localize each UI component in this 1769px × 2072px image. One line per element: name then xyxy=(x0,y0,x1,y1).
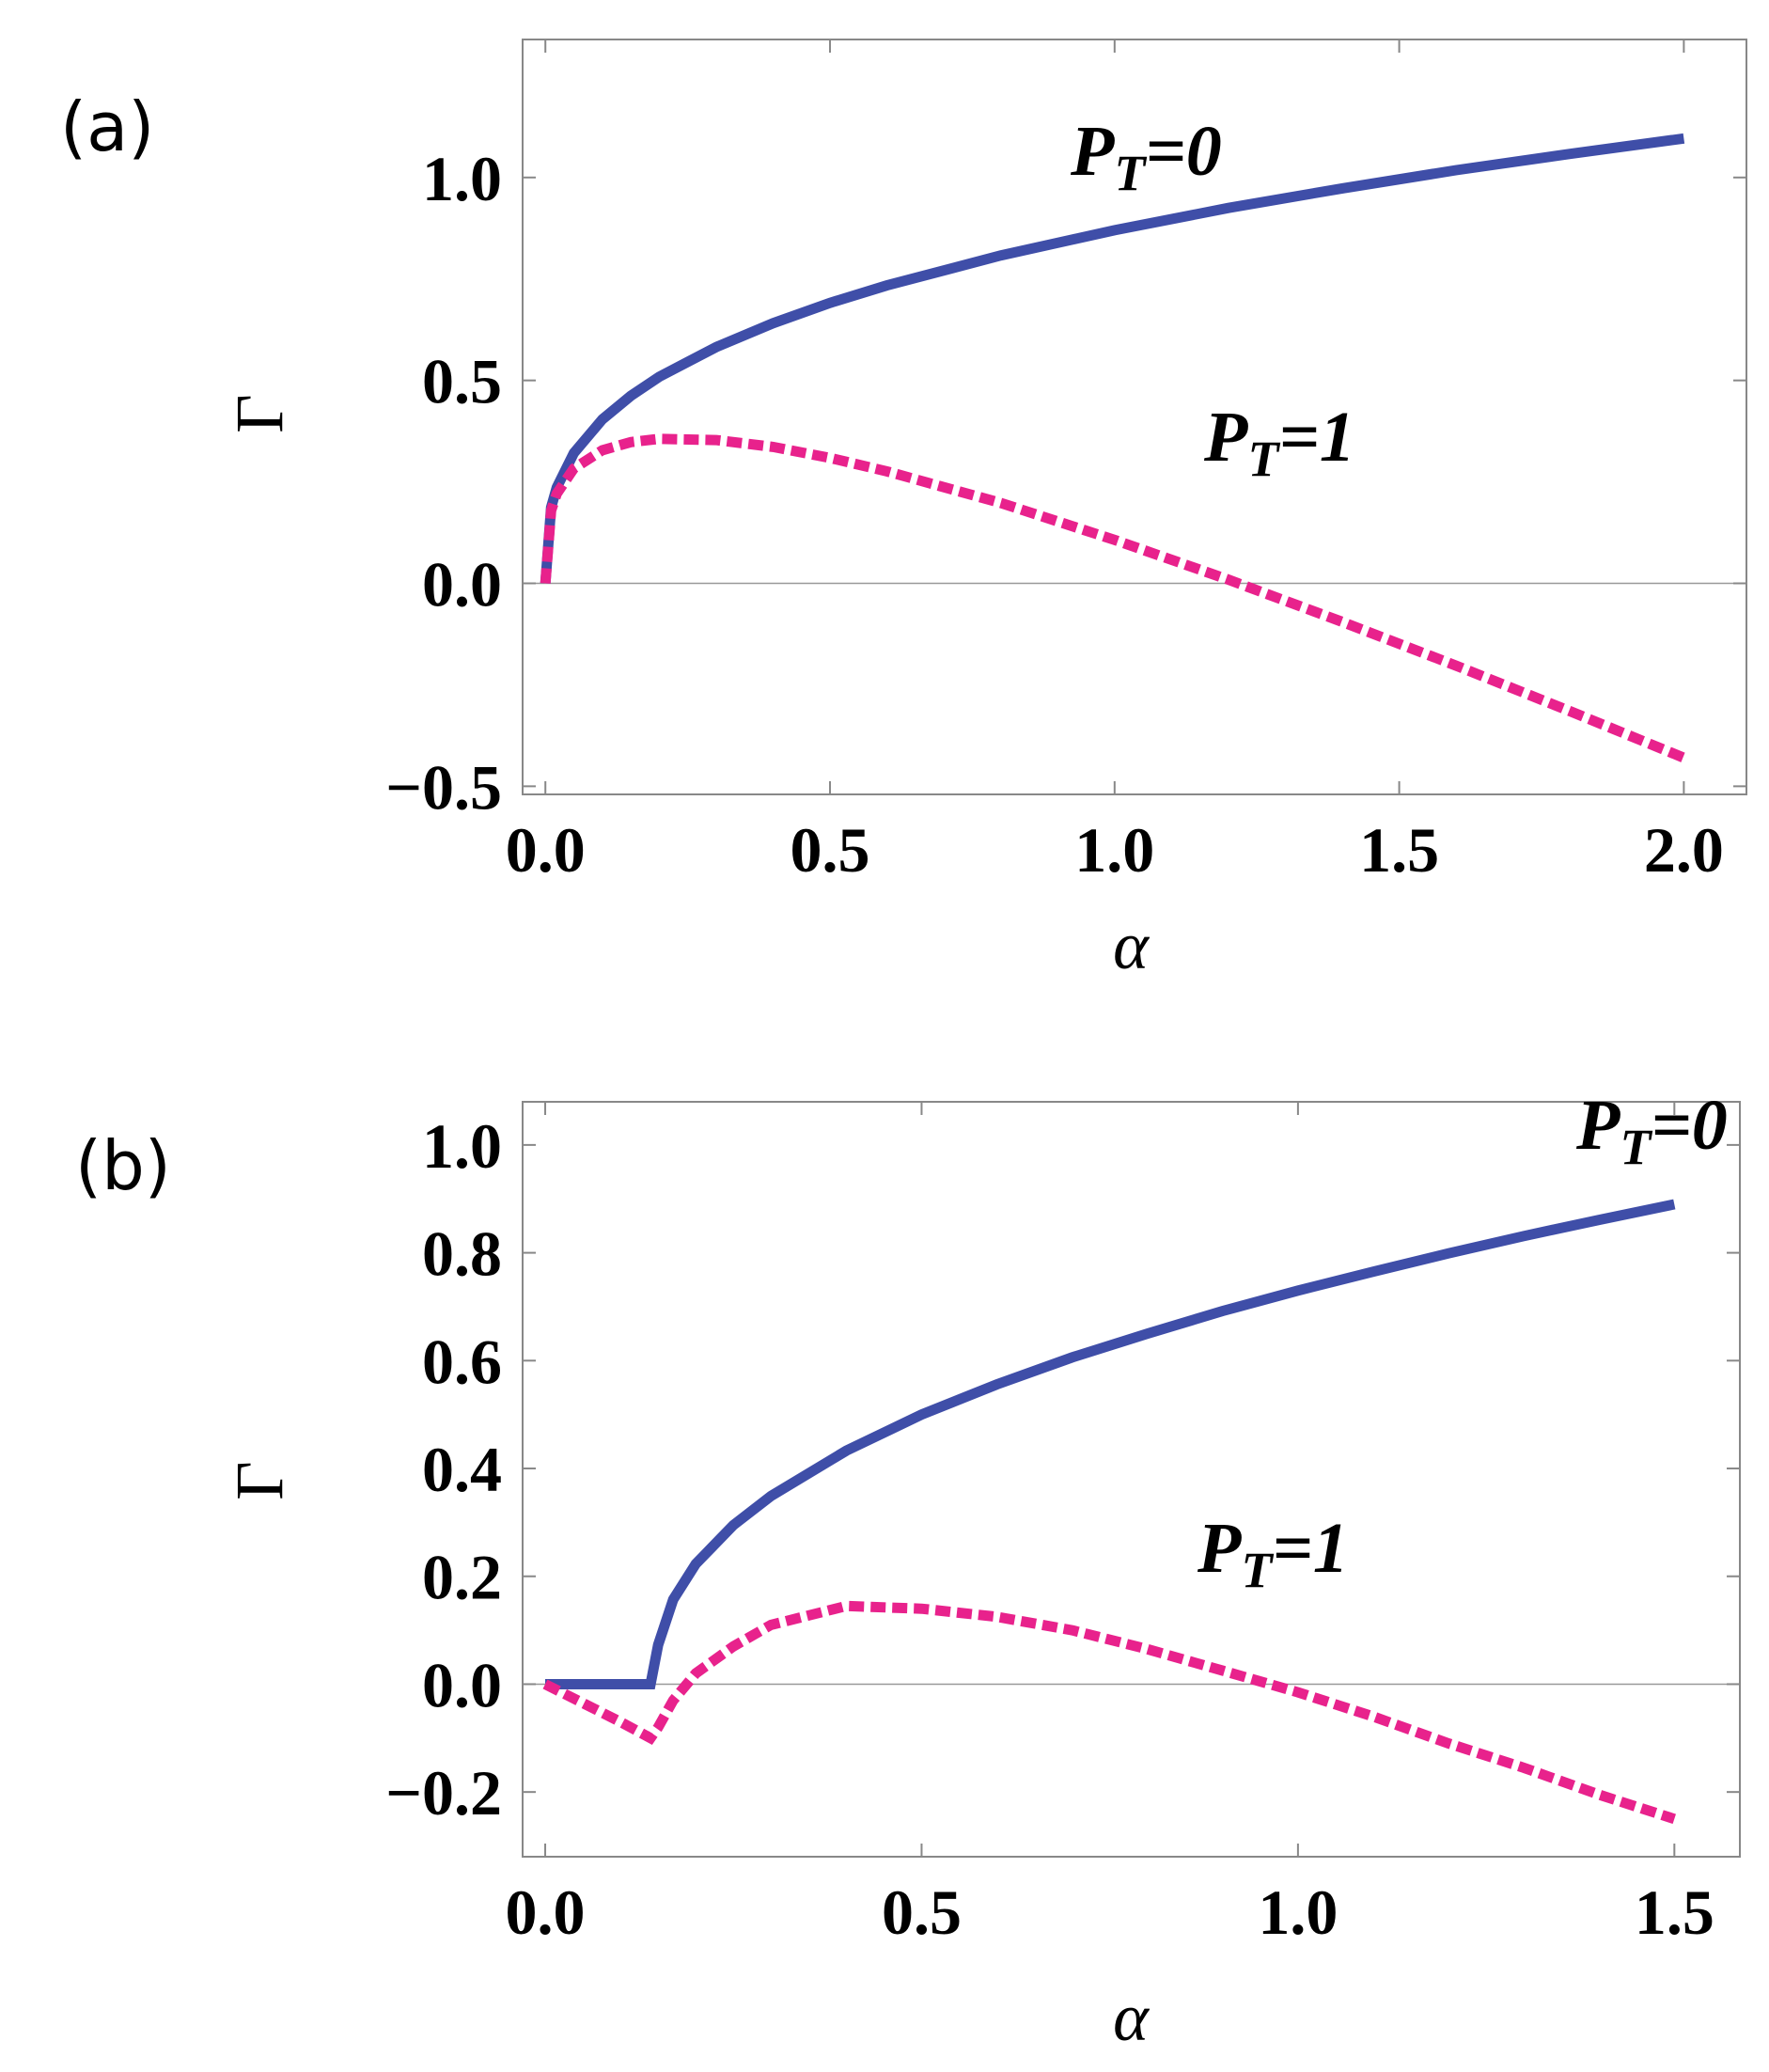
x-axis-label: α xyxy=(1113,1980,1150,2055)
x-axis-label: α xyxy=(1113,908,1150,983)
data-line xyxy=(540,133,1685,584)
annotation-part: P xyxy=(1203,398,1248,477)
series-annotation: PT=0 xyxy=(1070,112,1222,201)
annotation-part: P xyxy=(1575,1086,1620,1165)
x-tick-label: 0.5 xyxy=(791,814,870,886)
x-tick-label: 1.5 xyxy=(1359,814,1439,886)
x-tick-label: 1.0 xyxy=(1258,1876,1338,1948)
series-annotation: PT=1 xyxy=(1203,398,1355,487)
y-tick-label: 0.5 xyxy=(422,346,502,417)
panel-label: (a) xyxy=(60,87,154,166)
data-line xyxy=(542,1600,1676,1825)
series-annotation: PT=1 xyxy=(1197,1509,1349,1598)
annotation-part: P xyxy=(1197,1509,1242,1588)
annotation-subscript: T xyxy=(1241,1542,1274,1598)
annotation-subscript: T xyxy=(1114,145,1147,201)
annotation-part: =1 xyxy=(1272,1509,1348,1588)
x-tick-label: 0.0 xyxy=(506,814,586,886)
x-tick-label: 1.5 xyxy=(1635,1876,1714,1948)
data-line xyxy=(545,1199,1676,1689)
annotation-subscript: T xyxy=(1620,1119,1652,1175)
plot-frame xyxy=(522,1101,1741,1858)
y-tick-label: 0.4 xyxy=(422,1434,502,1505)
y-axis-label: Γ xyxy=(222,394,297,433)
y-tick-label: −0.2 xyxy=(385,1757,502,1829)
x-tick-label: 0.5 xyxy=(882,1876,962,1948)
plot-frame xyxy=(522,39,1747,795)
y-tick-label: 0.0 xyxy=(422,549,502,620)
x-tick-label: 2.0 xyxy=(1644,814,1724,886)
panel-label: (b) xyxy=(75,1126,171,1205)
series-annotation: PT=0 xyxy=(1575,1086,1728,1175)
y-tick-label: 1.0 xyxy=(422,143,502,214)
annotation-part: =0 xyxy=(1145,112,1221,191)
y-tick-label: 0.6 xyxy=(422,1326,502,1397)
x-tick-label: 0.0 xyxy=(506,1876,586,1948)
annotation-part: P xyxy=(1070,112,1115,191)
annotation-subscript: T xyxy=(1247,431,1280,487)
annotation-part: =0 xyxy=(1651,1086,1727,1165)
data-line xyxy=(540,433,1686,763)
x-tick-label: 1.0 xyxy=(1074,814,1154,886)
y-tick-label: 0.0 xyxy=(422,1649,502,1720)
y-axis-label: Γ xyxy=(222,1461,297,1500)
y-tick-label: 0.2 xyxy=(422,1542,502,1613)
annotation-part: =1 xyxy=(1278,398,1354,477)
y-tick-label: 0.8 xyxy=(422,1218,502,1290)
y-tick-label: 1.0 xyxy=(422,1110,502,1182)
y-tick-label: −0.5 xyxy=(385,751,502,823)
